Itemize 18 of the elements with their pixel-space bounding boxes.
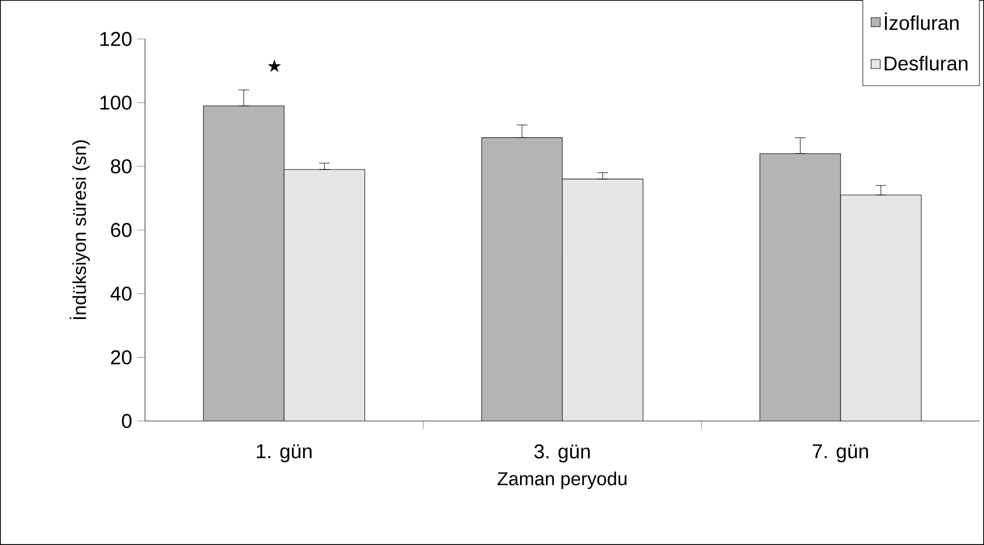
x-tick-label: 3. gün xyxy=(534,444,590,462)
x-axis-title: Zaman peryodu xyxy=(498,472,626,490)
y-tick-label: 40 xyxy=(110,286,132,301)
bar xyxy=(203,106,284,421)
y-axis-title: İndüksiyon süresi (sn) xyxy=(70,140,90,320)
y-tick-label: 80 xyxy=(110,159,132,174)
legend-label: İzofluran xyxy=(884,12,959,30)
y-tick-label: 60 xyxy=(111,222,132,238)
y-tick-label: 20 xyxy=(111,350,132,364)
x-tick-label: 1. gün xyxy=(256,444,312,462)
legend-label: Desfluran xyxy=(884,56,968,71)
y-tick-label: 120 xyxy=(100,32,132,46)
y-tick-label: 0 xyxy=(122,414,132,428)
y-tick-label: 100 xyxy=(100,96,132,110)
x-tick-label: 7. gün xyxy=(812,444,868,462)
bar xyxy=(482,138,562,421)
annotation: ★ xyxy=(268,59,282,72)
bar xyxy=(760,153,841,421)
